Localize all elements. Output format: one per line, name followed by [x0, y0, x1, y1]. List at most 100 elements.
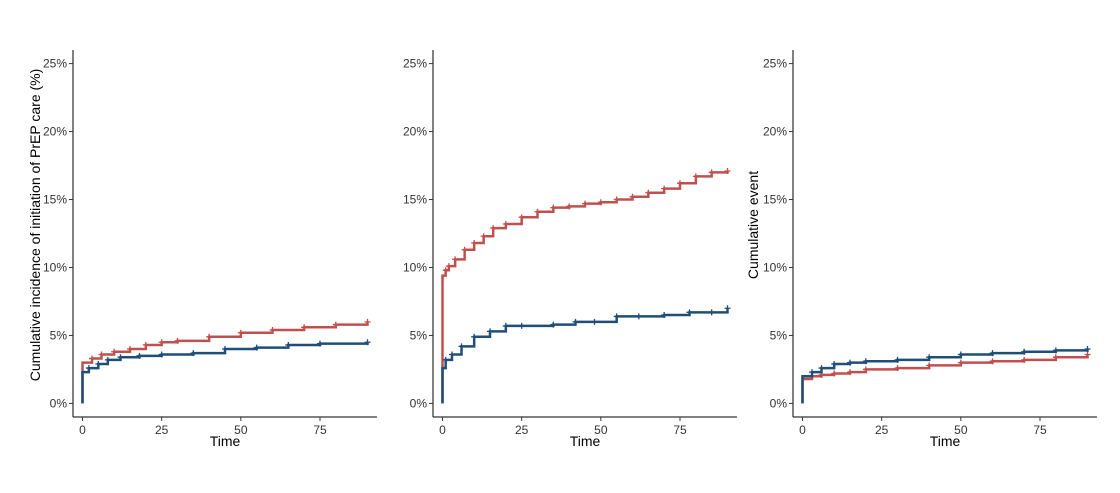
censor-mark: [89, 355, 95, 362]
y-tick-label: 10%: [763, 260, 787, 274]
censor-mark: [332, 321, 339, 328]
censor-mark: [1052, 354, 1059, 361]
censor-mark: [645, 189, 652, 196]
censor-mark: [142, 341, 149, 348]
y-tick-label: 15%: [43, 193, 67, 207]
censor-mark: [449, 351, 455, 358]
censor-mark: [487, 328, 493, 335]
censor-mark: [597, 199, 604, 206]
censor-mark: [104, 356, 111, 363]
series-line-red: [81, 321, 369, 404]
censor-mark: [285, 341, 292, 348]
y-tick-label: 25%: [403, 57, 427, 71]
y-tick-label: 20%: [43, 125, 67, 139]
censor-mark: [1021, 348, 1028, 355]
censor-mark: [692, 173, 699, 180]
censor-mark: [452, 256, 459, 263]
censor-mark: [847, 369, 853, 376]
censor-mark: [661, 312, 668, 319]
censor-mark: [635, 313, 642, 320]
panel-left: Cumulative incidence of initiation of Pr…: [27, 50, 377, 449]
censor-mark: [926, 354, 933, 361]
censor-mark: [237, 329, 244, 336]
y-tick-label: 0%: [770, 396, 788, 410]
censor-mark: [831, 360, 838, 367]
censor-mark: [582, 200, 588, 207]
censor-mark: [442, 356, 449, 363]
censor-mark: [989, 350, 996, 357]
x-tick-label: 25: [875, 423, 889, 437]
x-tick-label: 25: [515, 423, 529, 437]
censor-mark: [818, 365, 825, 372]
panel-right: Cumulative event Time 0% 5% 10% 15% 20% 25% 0 2…: [745, 50, 1097, 449]
x-tick-label: 75: [313, 423, 327, 437]
censor-mark: [111, 348, 118, 355]
censor-mark: [174, 337, 181, 344]
x-tick-label: 0: [439, 423, 446, 437]
x-axis-title: Time: [570, 433, 601, 449]
censor-mark: [926, 362, 933, 369]
censor-mark: [269, 327, 276, 334]
y-tick-label: 0%: [50, 396, 68, 410]
censor-mark: [480, 233, 487, 240]
censor-mark: [490, 225, 497, 232]
censor-mark: [894, 365, 901, 372]
x-tick-label: 75: [673, 423, 687, 437]
censor-mark: [317, 340, 323, 347]
y-tick-label: 0%: [410, 396, 428, 410]
censor-mark: [364, 318, 371, 325]
panel-middle: Time 0% 5% 10% 15% 20% 25% 0 25 50 75: [403, 50, 737, 449]
censor-mark: [831, 370, 838, 377]
censor-mark: [98, 351, 105, 358]
y-tick-label: 25%: [763, 57, 787, 71]
y-tick-label: 5%: [770, 328, 788, 342]
censor-mark: [190, 350, 197, 357]
censor-mark: [364, 339, 371, 346]
x-tick-label: 0: [799, 423, 806, 437]
censor-mark: [461, 246, 468, 253]
censor-mark: [253, 344, 260, 351]
censor-mark: [550, 321, 557, 328]
censor-mark: [661, 185, 668, 192]
series-line-blue: [801, 349, 1089, 404]
censor-mark: [613, 313, 620, 320]
y-tick-label: 5%: [410, 328, 428, 342]
censor-mark: [686, 309, 693, 316]
censor-mark: [724, 305, 731, 312]
censor-mark: [471, 333, 478, 340]
censor-mark: [1084, 346, 1091, 353]
censor-mark: [117, 354, 124, 361]
censor-mark: [442, 267, 449, 274]
censor-mark: [85, 365, 92, 372]
censor-mark: [518, 322, 525, 329]
censor-mark: [862, 358, 869, 365]
series-line-blue: [441, 308, 729, 404]
censor-mark: [158, 351, 165, 358]
censor-mark: [550, 204, 557, 211]
x-tick-label: 50: [954, 423, 968, 437]
censor-mark: [1021, 356, 1028, 363]
y-tick-label: 15%: [403, 193, 427, 207]
censor-mark: [471, 240, 478, 247]
censor-mark: [158, 339, 165, 346]
censor-mark: [95, 360, 102, 367]
censor-mark: [1052, 347, 1059, 354]
x-tick-label: 75: [1033, 423, 1047, 437]
x-axis-title: Time: [930, 433, 961, 449]
censor-mark: [1084, 351, 1091, 358]
censor-mark: [862, 366, 869, 373]
x-tick-label: 25: [155, 423, 169, 437]
censor-mark: [957, 359, 964, 366]
series-line-red: [801, 354, 1089, 404]
y-tick-label: 10%: [43, 260, 67, 274]
censor-mark: [222, 346, 228, 353]
censor-mark: [206, 333, 213, 340]
x-axis-title: Time: [210, 433, 241, 449]
y-tick-label: 25%: [43, 57, 67, 71]
censor-mark: [847, 359, 853, 366]
y-tick-label: 10%: [403, 260, 427, 274]
censor-mark: [613, 196, 620, 203]
censor-mark: [502, 322, 509, 329]
y-tick-label: 15%: [763, 193, 787, 207]
